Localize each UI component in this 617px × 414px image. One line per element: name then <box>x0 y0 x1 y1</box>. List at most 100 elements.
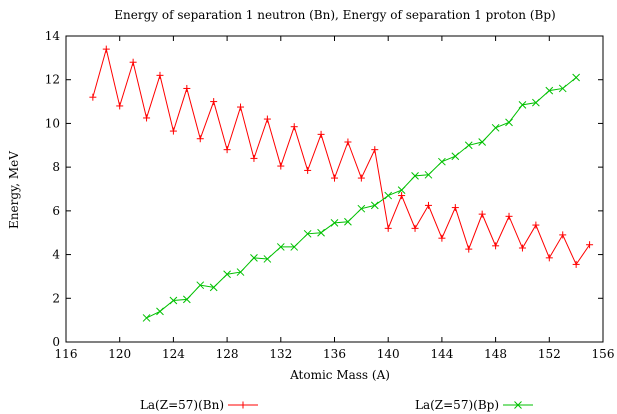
data-point-bn <box>290 123 298 131</box>
data-point-bn <box>424 201 432 209</box>
marker-stroke <box>223 270 231 279</box>
x-axis-label: Atomic Mass (A) <box>289 368 390 382</box>
data-point-bp <box>250 253 258 262</box>
data-point-bp <box>451 152 460 161</box>
data-point-bp <box>478 138 487 146</box>
data-point-bp <box>572 73 581 82</box>
marker-stroke <box>142 314 151 322</box>
data-point-bn <box>156 71 164 79</box>
marker-stroke <box>290 243 299 251</box>
marker-stroke <box>263 255 272 263</box>
data-point-bp <box>505 118 513 127</box>
data-point-bp <box>156 307 164 316</box>
data-point-bp <box>169 296 178 305</box>
data-point-bn <box>438 234 446 242</box>
data-point-bp <box>438 157 446 166</box>
plot-area: 116 120 124 128 132 136 140 144 148 152 156 0 2 4 6 8 10… <box>45 29 615 361</box>
legend-marker-bn <box>239 401 247 409</box>
marker-stroke <box>505 118 513 127</box>
data-point-bn <box>317 130 325 138</box>
data-point-bp <box>357 204 366 213</box>
marker-stroke <box>196 281 205 290</box>
data-point-bp <box>558 84 567 93</box>
x-tick-label: 128 <box>216 347 239 361</box>
marker-stroke <box>182 295 191 304</box>
data-point-bn <box>183 84 191 92</box>
marker-stroke <box>156 307 164 316</box>
x-tick-label: 144 <box>430 347 453 361</box>
data-point-bn <box>492 242 500 250</box>
series-line-bn <box>92 48 590 266</box>
legend-label-bn: La(Z=57)(Bn) <box>140 398 224 412</box>
marker-stroke <box>572 73 581 82</box>
data-point-bn <box>237 103 245 111</box>
marker-stroke <box>491 123 500 132</box>
data-point-bp <box>263 255 272 263</box>
data-point-bn <box>371 146 379 154</box>
data-point-bn <box>196 135 204 143</box>
data-point-bn <box>545 254 553 262</box>
x-tick-label: 120 <box>108 347 131 361</box>
data-point-bp <box>209 283 218 292</box>
data-point-bp <box>370 201 379 210</box>
data-point-bn <box>586 241 594 249</box>
marker-stroke <box>411 172 419 180</box>
marker-stroke <box>370 201 379 210</box>
data-point-bp <box>236 268 245 276</box>
marker-stroke <box>451 152 460 161</box>
data-point-bp <box>303 229 312 238</box>
data-point-bn <box>451 204 459 212</box>
y-tick-label: 6 <box>52 204 60 218</box>
data-point-bn <box>89 93 97 101</box>
data-point-bp <box>182 295 191 304</box>
data-point-bp <box>142 314 151 322</box>
data-point-bn <box>102 45 110 53</box>
y-tick-label: 0 <box>52 335 60 349</box>
marker-stroke <box>532 98 540 107</box>
data-point-bn <box>143 114 151 122</box>
data-point-bn <box>478 210 486 218</box>
x-tick-label: 148 <box>484 347 507 361</box>
marker-stroke <box>558 84 567 93</box>
y-axis-label: Energy, MeV <box>7 151 21 229</box>
data-point-bp <box>384 191 393 200</box>
data-point-bp <box>518 100 527 109</box>
data-point-bn <box>277 162 285 170</box>
marker-stroke <box>250 253 258 262</box>
marker-stroke <box>518 100 527 109</box>
marker-stroke <box>464 141 473 150</box>
marker-stroke <box>424 170 433 179</box>
data-point-bp <box>464 141 473 150</box>
data-point-bn <box>398 192 406 200</box>
data-point-bn <box>304 166 312 174</box>
data-point-bp <box>344 217 352 226</box>
data-point-bp <box>397 186 406 194</box>
data-point-bp <box>532 98 540 107</box>
data-point-bn <box>331 174 338 182</box>
marker-stroke <box>545 86 554 95</box>
data-point-bn <box>572 260 580 268</box>
data-point-bn <box>223 146 231 154</box>
data-point-bn <box>250 154 258 162</box>
data-point-bn <box>559 231 567 239</box>
data-point-bp <box>491 123 500 132</box>
x-tick-label: 156 <box>592 347 615 361</box>
marker-stroke <box>303 229 312 238</box>
marker-stroke <box>209 283 218 292</box>
marker-stroke <box>478 138 487 146</box>
x-tick-label: 132 <box>269 347 292 361</box>
x-tick-label: 140 <box>377 347 400 361</box>
data-point-bp <box>545 86 554 95</box>
marker-stroke <box>169 296 178 305</box>
y-tick-label: 14 <box>45 29 61 43</box>
data-point-bn <box>357 174 365 182</box>
marker-stroke <box>344 217 352 226</box>
plot-frame <box>65 35 604 343</box>
data-point-bp <box>276 243 285 251</box>
marker-stroke <box>438 157 446 166</box>
data-point-bp <box>424 170 433 179</box>
marker-stroke <box>236 268 245 276</box>
data-point-bp <box>196 281 205 290</box>
x-tick-label: 152 <box>538 347 561 361</box>
data-point-bp <box>330 219 339 227</box>
